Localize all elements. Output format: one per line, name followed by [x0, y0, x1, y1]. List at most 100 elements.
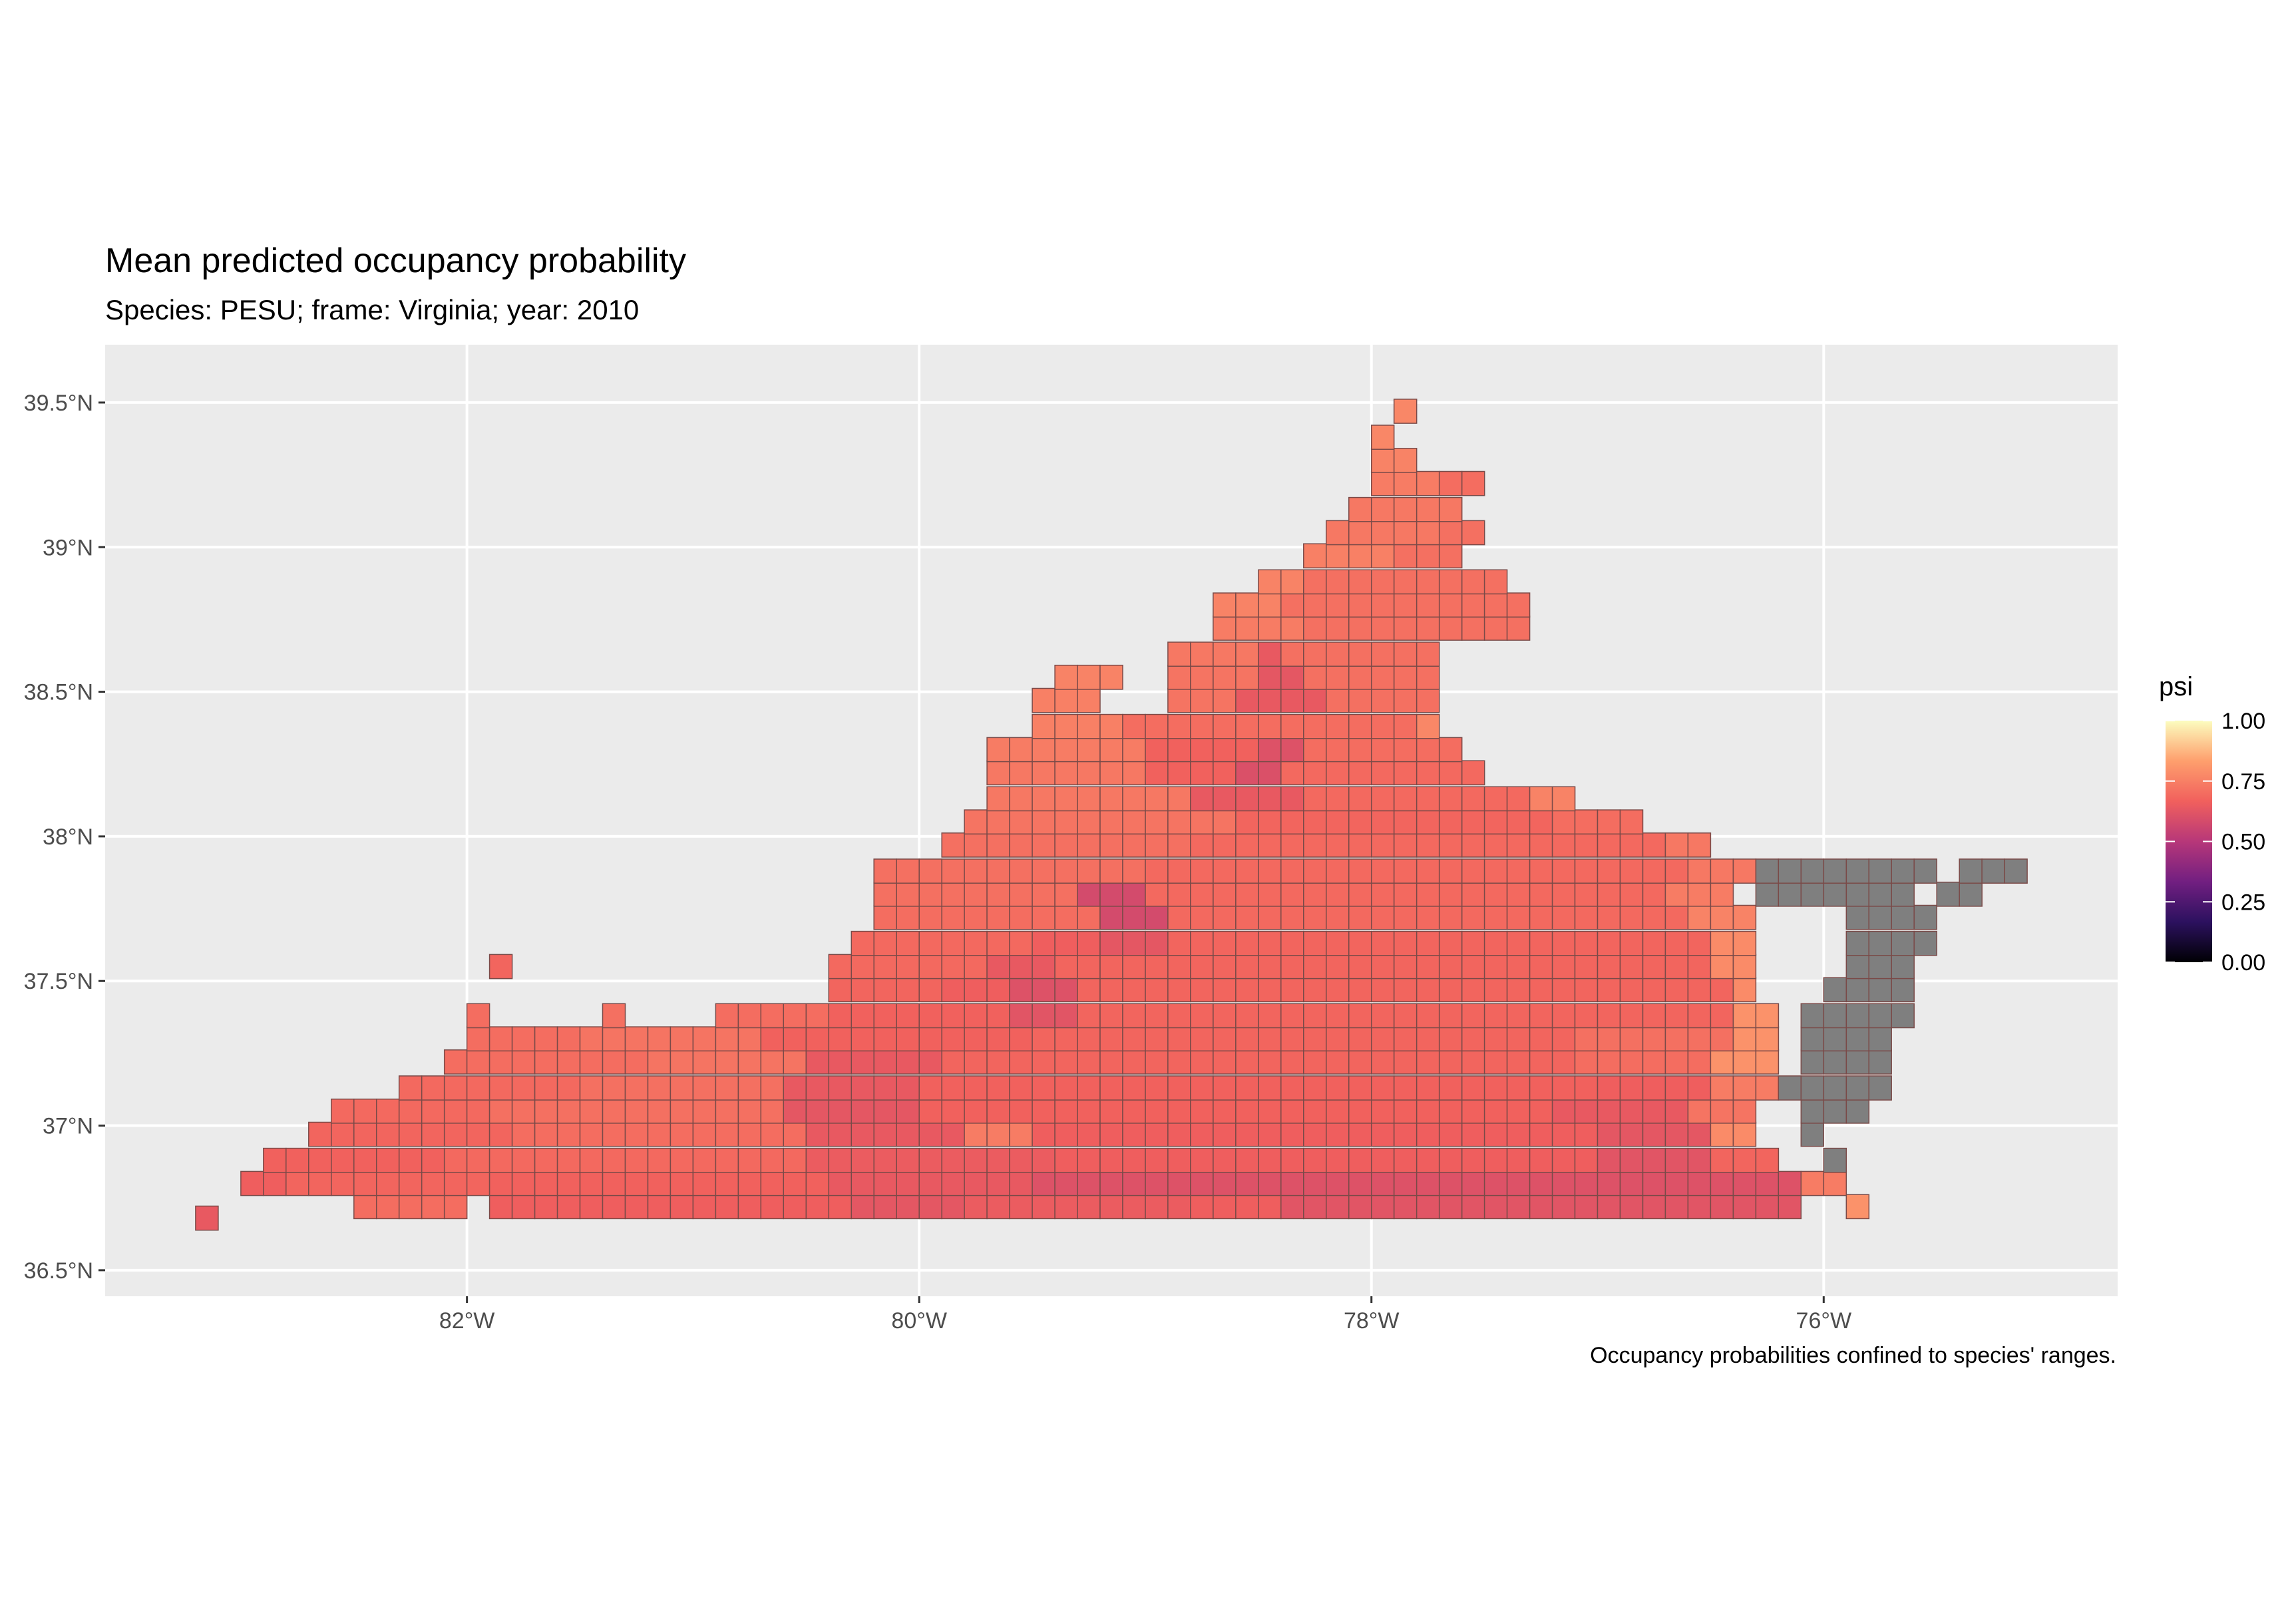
- grid-cell: [1303, 592, 1327, 618]
- grid-cell: [1099, 881, 1123, 907]
- grid-cell: [1868, 1026, 1892, 1052]
- grid-cell: [1145, 1075, 1169, 1101]
- grid-cell: [1145, 858, 1169, 884]
- grid-cell: [1868, 1075, 1892, 1101]
- grid-cell: [896, 1098, 920, 1124]
- grid-cell: [783, 1026, 807, 1052]
- grid-cell: [1077, 687, 1101, 713]
- grid-cell: [1461, 470, 1485, 496]
- grid-cell: [1326, 858, 1350, 884]
- grid-cell: [1326, 1170, 1350, 1196]
- grid-cell: [1099, 713, 1123, 739]
- grid-cell: [1529, 1026, 1553, 1052]
- grid-cell: [1891, 954, 1915, 980]
- grid-cell: [1845, 904, 1870, 930]
- grid-cell: [1823, 858, 1847, 884]
- grid-cell: [1167, 713, 1191, 739]
- grid-cell: [918, 1147, 942, 1173]
- grid-cell: [1167, 1003, 1191, 1029]
- grid-cell: [1551, 1194, 1576, 1220]
- grid-cell: [1258, 858, 1282, 884]
- grid-cell: [918, 1098, 942, 1124]
- grid-cell: [1213, 737, 1237, 763]
- grid-cell: [760, 1049, 785, 1075]
- grid-cell: [1619, 809, 1644, 835]
- grid-cell: [1529, 1194, 1553, 1220]
- grid-cell: [1416, 543, 1440, 569]
- grid-cell: [375, 1098, 400, 1124]
- grid-cell: [1054, 713, 1078, 739]
- grid-cell: [1054, 1049, 1078, 1075]
- grid-cell: [760, 1026, 785, 1052]
- grid-cell: [488, 1026, 513, 1052]
- grid-cell: [1190, 1026, 1214, 1052]
- grid-cell: [1326, 641, 1350, 667]
- grid-cell: [715, 1147, 739, 1173]
- grid-cell: [1167, 1075, 1191, 1101]
- grid-cell: [1416, 641, 1440, 667]
- grid-cell: [873, 1049, 897, 1075]
- grid-cell: [851, 1049, 875, 1075]
- grid-cell: [1370, 930, 1395, 956]
- grid-cell: [624, 1075, 649, 1101]
- grid-cell: [1213, 858, 1237, 884]
- grid-cell: [1529, 1003, 1553, 1029]
- grid-cell: [1755, 1147, 1780, 1173]
- grid-cell: [1258, 832, 1282, 858]
- grid-cell: [1077, 1121, 1101, 1147]
- grid-cell: [1122, 904, 1146, 930]
- grid-cell: [1619, 1026, 1644, 1052]
- grid-cell: [1416, 858, 1440, 884]
- grid-cell: [1461, 520, 1485, 546]
- grid-cell: [443, 1170, 468, 1196]
- grid-cell: [986, 1121, 1010, 1147]
- grid-cell: [1235, 713, 1259, 739]
- grid-cell: [873, 1026, 897, 1052]
- grid-cell: [1483, 1121, 1508, 1147]
- grid-cell: [828, 1003, 853, 1029]
- grid-cell: [828, 1121, 853, 1147]
- grid-cell: [1190, 687, 1214, 713]
- grid-cell: [1190, 1098, 1214, 1124]
- grid-cell: [1235, 881, 1259, 907]
- grid-cell: [737, 1194, 762, 1220]
- grid-cell: [1619, 1121, 1644, 1147]
- grid-cell: [1235, 592, 1259, 618]
- grid-cell: [896, 858, 920, 884]
- grid-cell: [1370, 1049, 1395, 1075]
- grid-cell: [647, 1075, 671, 1101]
- grid-cell: [1326, 904, 1350, 930]
- grid-cell: [1438, 881, 1463, 907]
- grid-cell: [1506, 616, 1531, 641]
- grid-cell: [1597, 1049, 1621, 1075]
- grid-cell: [1280, 930, 1304, 956]
- grid-cell: [1551, 1147, 1576, 1173]
- grid-cell: [1845, 930, 1870, 956]
- grid-cell: [1461, 881, 1485, 907]
- grid-cell: [1529, 832, 1553, 858]
- grid-cell: [737, 1026, 762, 1052]
- grid-cell: [1393, 543, 1418, 569]
- grid-cell: [1778, 881, 1802, 907]
- grid-cell: [1506, 1121, 1531, 1147]
- grid-cell: [1438, 904, 1463, 930]
- grid-cell: [1280, 1194, 1304, 1220]
- chart-caption: Occupancy probabilities confined to spec…: [1590, 1343, 2116, 1368]
- grid-cell: [1190, 713, 1214, 739]
- grid-cell: [443, 1075, 468, 1101]
- grid-cell: [1190, 832, 1214, 858]
- grid-cell: [579, 1170, 604, 1196]
- grid-cell: [1370, 1170, 1395, 1196]
- grid-cell: [1461, 977, 1485, 1003]
- grid-cell: [1122, 737, 1146, 763]
- grid-cell: [964, 954, 988, 980]
- grid-cell: [964, 1194, 988, 1220]
- grid-cell: [1190, 1194, 1214, 1220]
- grid-cell: [692, 1170, 717, 1196]
- grid-cell: [1326, 1121, 1350, 1147]
- grid-cell: [1393, 641, 1418, 667]
- grid-cell: [602, 1075, 626, 1101]
- grid-cell: [1032, 1075, 1055, 1101]
- grid-cell: [1845, 1049, 1870, 1075]
- grid-cell: [1122, 1075, 1146, 1101]
